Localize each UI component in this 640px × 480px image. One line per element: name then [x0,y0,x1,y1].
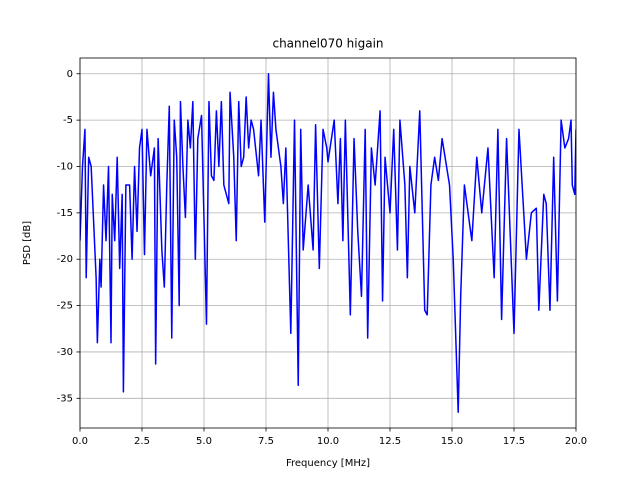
y-tick-label: -20 [57,254,73,265]
x-tick-label: 2.5 [134,436,150,447]
y-tick-label: -10 [57,161,73,172]
x-tick-label: 0.0 [72,436,88,447]
y-tick-label: -30 [57,347,73,358]
x-tick-label: 20.0 [565,436,587,447]
y-tick-label: -35 [57,393,73,404]
y-tick-label: -5 [63,115,73,126]
chart-title: channel070 higain [272,37,383,51]
y-tick-label: 0 [67,69,73,80]
y-tick-label: -15 [57,208,73,219]
x-axis-label: Frequency [MHz] [286,458,370,469]
x-tick-label: 7.5 [258,436,274,447]
x-tick-label: 12.5 [379,436,401,447]
x-tick-label: 15.0 [441,436,463,447]
x-tick-label: 10.0 [317,436,339,447]
y-axis-label: PSD [dB] [22,221,33,265]
data-line [80,73,576,413]
y-tick-label: -25 [57,301,73,312]
x-tick-label: 5.0 [196,436,212,447]
x-tick-label: 17.5 [503,436,525,447]
